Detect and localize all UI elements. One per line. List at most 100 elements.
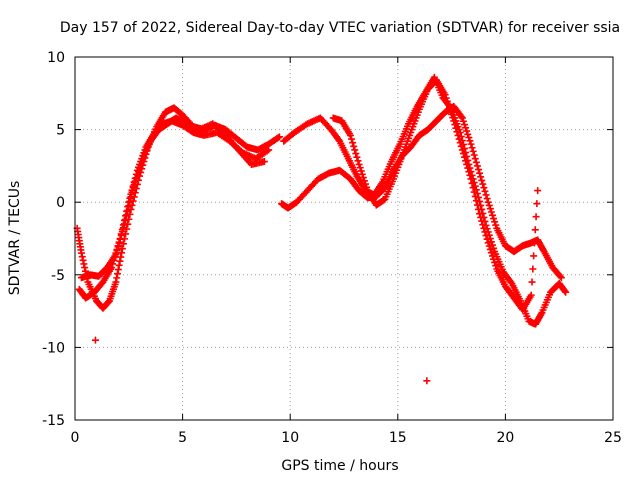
data-point bbox=[477, 173, 485, 181]
data-point bbox=[486, 245, 494, 253]
data-point bbox=[481, 228, 489, 236]
data-point bbox=[528, 278, 536, 286]
data-markers bbox=[73, 73, 570, 385]
data-point bbox=[482, 191, 490, 199]
data-point bbox=[126, 197, 134, 205]
y-tick-label: 5 bbox=[56, 123, 65, 139]
data-point bbox=[482, 232, 490, 240]
x-axis-label: GPS time / hours bbox=[281, 458, 398, 474]
axis-ticks: 0 5 10 15 20 25 -15 -10 -5 0 5 10 bbox=[42, 50, 622, 446]
data-point bbox=[486, 205, 494, 213]
data-point bbox=[470, 188, 478, 196]
data-point bbox=[480, 224, 488, 232]
data-point bbox=[117, 253, 125, 261]
data-point bbox=[470, 151, 478, 159]
data-point bbox=[455, 135, 463, 143]
data-point bbox=[457, 113, 465, 121]
series-arc-c bbox=[77, 114, 268, 282]
data-point bbox=[479, 221, 487, 229]
data-point bbox=[487, 249, 495, 257]
data-point bbox=[124, 206, 132, 214]
data-point bbox=[478, 217, 486, 225]
grid bbox=[75, 57, 613, 420]
data-point bbox=[466, 171, 474, 179]
data-point bbox=[129, 184, 137, 192]
data-point bbox=[458, 114, 466, 122]
data-point bbox=[465, 168, 473, 176]
data-point bbox=[352, 150, 360, 158]
data-point bbox=[471, 192, 479, 200]
data-point bbox=[79, 256, 87, 264]
x-tick-label: 15 bbox=[389, 430, 407, 446]
data-point bbox=[80, 260, 88, 268]
data-point bbox=[469, 184, 477, 192]
data-point bbox=[464, 164, 472, 172]
data-point bbox=[472, 197, 480, 205]
y-tick-label: 10 bbox=[47, 50, 65, 66]
data-point bbox=[122, 215, 130, 223]
chart-title: Day 157 of 2022, Sidereal Day-to-day VTE… bbox=[60, 20, 620, 36]
data-point bbox=[130, 180, 138, 188]
data-point bbox=[449, 114, 457, 122]
data-point bbox=[453, 128, 461, 136]
y-axis-label: SDTVAR / TECUs bbox=[7, 181, 23, 296]
data-point bbox=[115, 261, 123, 269]
data-point bbox=[118, 228, 126, 236]
data-point bbox=[114, 270, 122, 278]
data-point bbox=[351, 146, 359, 154]
data-point bbox=[128, 188, 136, 196]
data-point bbox=[490, 215, 498, 223]
data-point bbox=[484, 239, 492, 247]
data-point bbox=[117, 231, 125, 239]
data-point bbox=[444, 101, 452, 109]
data-point bbox=[475, 166, 482, 174]
data-point bbox=[113, 274, 121, 282]
data-point bbox=[530, 252, 538, 260]
y-tick-label: -5 bbox=[51, 268, 65, 284]
data-point bbox=[441, 91, 449, 99]
data-point bbox=[481, 187, 489, 195]
data-point bbox=[359, 174, 367, 182]
data-point bbox=[488, 241, 496, 249]
data-point bbox=[452, 124, 460, 132]
data-point bbox=[114, 243, 122, 251]
data-point bbox=[488, 211, 496, 219]
data-point bbox=[81, 264, 89, 272]
data-point bbox=[562, 288, 570, 296]
data-point bbox=[492, 262, 500, 270]
data-point bbox=[484, 198, 492, 206]
data-point bbox=[78, 253, 86, 261]
data-point bbox=[532, 213, 540, 221]
data-point bbox=[132, 174, 140, 182]
data-point bbox=[534, 187, 542, 195]
data-point bbox=[556, 272, 564, 280]
x-tick-label: 25 bbox=[604, 430, 622, 446]
data-point bbox=[119, 224, 127, 232]
data-point bbox=[450, 117, 458, 125]
data-point bbox=[529, 265, 537, 273]
data-point bbox=[469, 147, 477, 155]
data-point bbox=[462, 124, 470, 132]
data-point bbox=[537, 310, 545, 318]
data-point bbox=[134, 167, 142, 175]
data-point bbox=[487, 238, 495, 246]
data-point bbox=[355, 160, 363, 168]
data-point bbox=[476, 210, 484, 218]
series-arc-f bbox=[329, 76, 542, 314]
data-point bbox=[459, 117, 467, 125]
data-point bbox=[113, 247, 121, 255]
data-point bbox=[137, 161, 145, 169]
data-point bbox=[491, 218, 499, 226]
data-point bbox=[468, 144, 476, 152]
data-point bbox=[456, 139, 464, 147]
x-tick-label: 0 bbox=[71, 430, 80, 446]
data-point bbox=[464, 130, 472, 138]
data-point bbox=[476, 169, 484, 177]
data-point bbox=[485, 201, 493, 209]
data-point bbox=[478, 176, 486, 184]
data-point bbox=[350, 142, 358, 150]
data-point bbox=[472, 158, 480, 166]
data-point bbox=[346, 131, 354, 139]
data-point bbox=[487, 208, 495, 216]
